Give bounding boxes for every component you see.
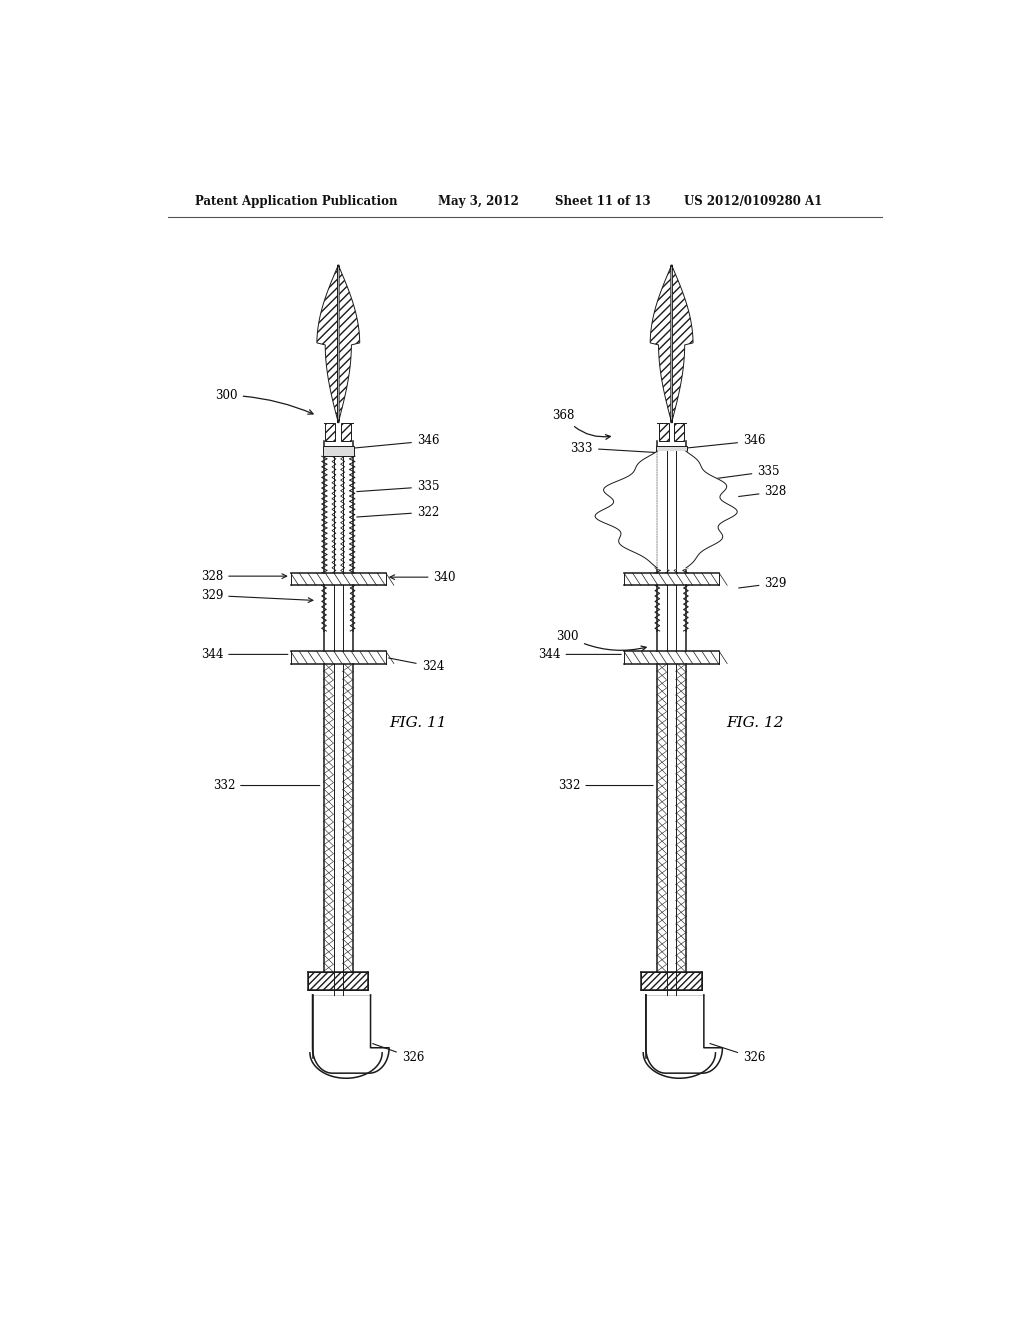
Text: 346: 346 [346,434,439,449]
Text: 332: 332 [213,779,319,792]
Text: 324: 324 [389,657,444,673]
Text: FIG. 11: FIG. 11 [389,715,446,730]
Bar [326,422,336,441]
Bar [323,446,353,457]
Text: 300: 300 [215,388,313,414]
Polygon shape [672,265,693,422]
Polygon shape [316,265,338,422]
Text: May 3, 2012: May 3, 2012 [437,194,518,207]
Polygon shape [312,995,389,1073]
Text: 368: 368 [553,409,610,440]
Bar [341,422,351,441]
Text: 326: 326 [710,1044,765,1064]
Text: 329: 329 [738,577,786,590]
Polygon shape [646,995,722,1073]
Text: 322: 322 [356,506,439,519]
Text: 329: 329 [201,589,313,602]
Text: 333: 333 [570,442,665,454]
Text: 335: 335 [356,480,439,494]
Text: 344: 344 [538,648,622,661]
Bar [641,972,701,990]
Text: 326: 326 [373,1044,424,1064]
Bar [656,446,687,457]
Bar [675,422,684,441]
Text: FIG. 12: FIG. 12 [726,715,783,730]
Text: Patent Application Publication: Patent Application Publication [196,194,398,207]
Text: 300: 300 [557,630,646,651]
Text: 344: 344 [201,648,288,661]
Text: US 2012/0109280 A1: US 2012/0109280 A1 [684,194,822,207]
Bar [658,422,669,441]
Text: 328: 328 [201,570,287,582]
Text: 328: 328 [738,486,786,498]
Text: 335: 335 [695,465,780,482]
Bar [308,972,369,990]
Polygon shape [338,265,359,422]
Text: 340: 340 [390,570,456,583]
Text: 346: 346 [679,434,766,449]
Text: 332: 332 [558,779,653,792]
Polygon shape [650,265,672,422]
Text: Sheet 11 of 13: Sheet 11 of 13 [555,194,650,207]
